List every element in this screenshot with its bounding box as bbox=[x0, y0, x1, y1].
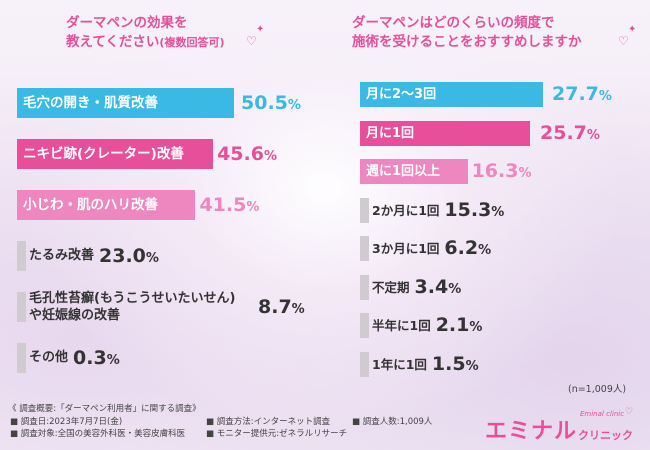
left-bar-chart: 毛穴の開き・肌質改善 50.5% ニキビ跡(クレーター)改善 45.6% 小じわ・肌のハ… bbox=[0, 0, 325, 380]
clinic-logo-sub: クリニック bbox=[578, 429, 633, 442]
category-label: 毛孔性苔癬(もうこうせいたいせん) や妊娠線の改善 bbox=[29, 290, 236, 324]
value-number: 6.2 bbox=[444, 237, 479, 259]
chart-bar bbox=[17, 139, 214, 169]
chart-bar bbox=[360, 197, 369, 223]
survey-footer: 《 調査概要:「ダーマペン利用者」に関する調査》 ■ 調査日:2023年7月7日… bbox=[0, 398, 650, 450]
category-label: 月に1回 bbox=[366, 125, 415, 141]
survey-date: ■ 調査日:2023年7月7日(金) bbox=[10, 417, 123, 427]
chart-bar bbox=[17, 88, 235, 118]
value-number: 50.5 bbox=[241, 92, 288, 114]
value-number: 15.3 bbox=[444, 198, 492, 221]
value-unit: % bbox=[469, 320, 483, 335]
right-question-title: ダーマペンはどのくらいの頻度で 施術を受けることをおすすめしますか bbox=[352, 15, 582, 50]
category-label-line: や妊娠線の改善 bbox=[29, 308, 121, 323]
heart-icon: ♡ bbox=[618, 34, 629, 48]
category-label: 毛穴の開き・肌質改善 bbox=[23, 95, 158, 111]
survey-overview: 《 調査概要:「ダーマペン利用者」に関する調査》 bbox=[8, 404, 201, 414]
value-unit: % bbox=[465, 358, 479, 374]
clinic-logo: エミナル bbox=[485, 419, 578, 444]
value-label: 45.6% bbox=[217, 139, 277, 167]
category-label: 週に1回以上 bbox=[366, 164, 441, 179]
value-number: 45.6 bbox=[217, 143, 264, 165]
sparkle-icon: ✦ bbox=[256, 24, 265, 35]
chart-bar bbox=[360, 274, 369, 300]
value-unit: % bbox=[491, 204, 505, 220]
value-unit: % bbox=[448, 281, 462, 297]
value-number: 25.7 bbox=[540, 121, 587, 144]
value-number: 1.5 bbox=[431, 352, 466, 375]
survey-method: ■ 調査方法:インターネット調査 bbox=[206, 417, 331, 427]
value-unit: % bbox=[586, 127, 600, 143]
sparkle-icon: ✦ bbox=[628, 24, 637, 35]
category-label: 半年に1回 bbox=[372, 318, 431, 333]
value-number: 8.7 bbox=[258, 296, 292, 318]
value-number: 41.5 bbox=[199, 194, 247, 216]
value-number: 23.0 bbox=[99, 245, 146, 267]
chart-bar bbox=[17, 343, 26, 373]
value-label: 2.1% bbox=[436, 313, 483, 341]
value-label: 16.3% bbox=[472, 159, 532, 187]
clinic-logo-script: Eminal clinic bbox=[580, 410, 625, 418]
value-unit: % bbox=[598, 89, 612, 104]
value-number: 3.4 bbox=[414, 275, 449, 298]
survey-target: ■ 調査対象:全国の美容外科医・美容皮膚科医 bbox=[10, 429, 186, 439]
value-unit: % bbox=[287, 98, 301, 113]
survey-count: ■ 調査人数:1,009人 bbox=[352, 417, 433, 427]
value-unit: % bbox=[106, 353, 120, 368]
value-label: 23.0% bbox=[99, 241, 159, 269]
category-label-line: 毛孔性苔癬(もうこうせいたいせん) bbox=[29, 291, 236, 306]
right-bar-chart: 月に2〜3回 27.7% 月に1回 25.7% 週に1回以上 16.3% 2か月に1回 15.… bbox=[330, 0, 650, 380]
sample-size-note: (n=1,009人) bbox=[568, 384, 627, 395]
left-chart-panel: ダーマペンの効果を 教えてください(複数回答可) ♡ ✦ 毛穴の開き・肌質改善 5… bbox=[0, 0, 325, 380]
category-label: 不定期 bbox=[372, 279, 410, 295]
category-label: ニキビ跡(クレーター)改善 bbox=[23, 146, 184, 162]
value-label: 25.7% bbox=[540, 121, 600, 149]
right-chart-panel: ダーマペンはどのくらいの頻度で 施術を受けることをおすすめしますか ♡ ✦ 月に… bbox=[330, 0, 650, 380]
survey-provider: ■ モニター提供元:ゼネラルリサーチ bbox=[206, 429, 348, 439]
value-unit: % bbox=[518, 166, 532, 181]
value-label: 1.5% bbox=[432, 352, 479, 380]
chart-bar bbox=[360, 159, 468, 184]
value-label: 0.3% bbox=[73, 343, 120, 371]
value-number: 16.3 bbox=[471, 160, 519, 182]
value-number: 2.1 bbox=[435, 314, 470, 336]
category-label: 2か月に1回 bbox=[372, 202, 440, 218]
value-label: 15.3% bbox=[444, 198, 504, 226]
chart-bar bbox=[360, 236, 369, 261]
category-label: その他 bbox=[29, 350, 69, 365]
value-unit: % bbox=[291, 302, 305, 317]
value-unit: % bbox=[478, 243, 492, 258]
chart-bar bbox=[360, 351, 369, 377]
category-label: たるみ改善 bbox=[29, 248, 95, 263]
heart-icon: ♡ bbox=[625, 407, 634, 417]
value-unit: % bbox=[246, 200, 260, 215]
chart-bar bbox=[360, 82, 543, 107]
value-label: 8.7% bbox=[258, 292, 305, 320]
chart-bar bbox=[360, 120, 530, 146]
chart-bar bbox=[17, 241, 26, 271]
category-label: 小じわ・肌のハリ改善 bbox=[23, 197, 158, 213]
value-label: 6.2% bbox=[444, 236, 491, 264]
value-number: 27.7 bbox=[552, 83, 599, 105]
value-unit: % bbox=[145, 251, 159, 266]
chart-bar bbox=[17, 292, 26, 322]
chart-bar bbox=[17, 190, 196, 220]
left-question-title: ダーマペンの効果を 教えてください(複数回答可) bbox=[66, 15, 225, 50]
value-label: 3.4% bbox=[415, 275, 462, 303]
category-label: 月に2〜3回 bbox=[366, 87, 437, 102]
category-label: 1年に1回 bbox=[372, 356, 427, 372]
value-label: 41.5% bbox=[199, 190, 259, 218]
value-label: 50.5% bbox=[241, 88, 301, 116]
value-unit: % bbox=[263, 149, 277, 164]
category-label: 3か月に1回 bbox=[372, 241, 440, 256]
chart-bar bbox=[360, 313, 369, 338]
value-number: 0.3 bbox=[73, 347, 107, 369]
value-label: 27.7% bbox=[552, 82, 612, 110]
heart-icon: ♡ bbox=[246, 34, 257, 48]
